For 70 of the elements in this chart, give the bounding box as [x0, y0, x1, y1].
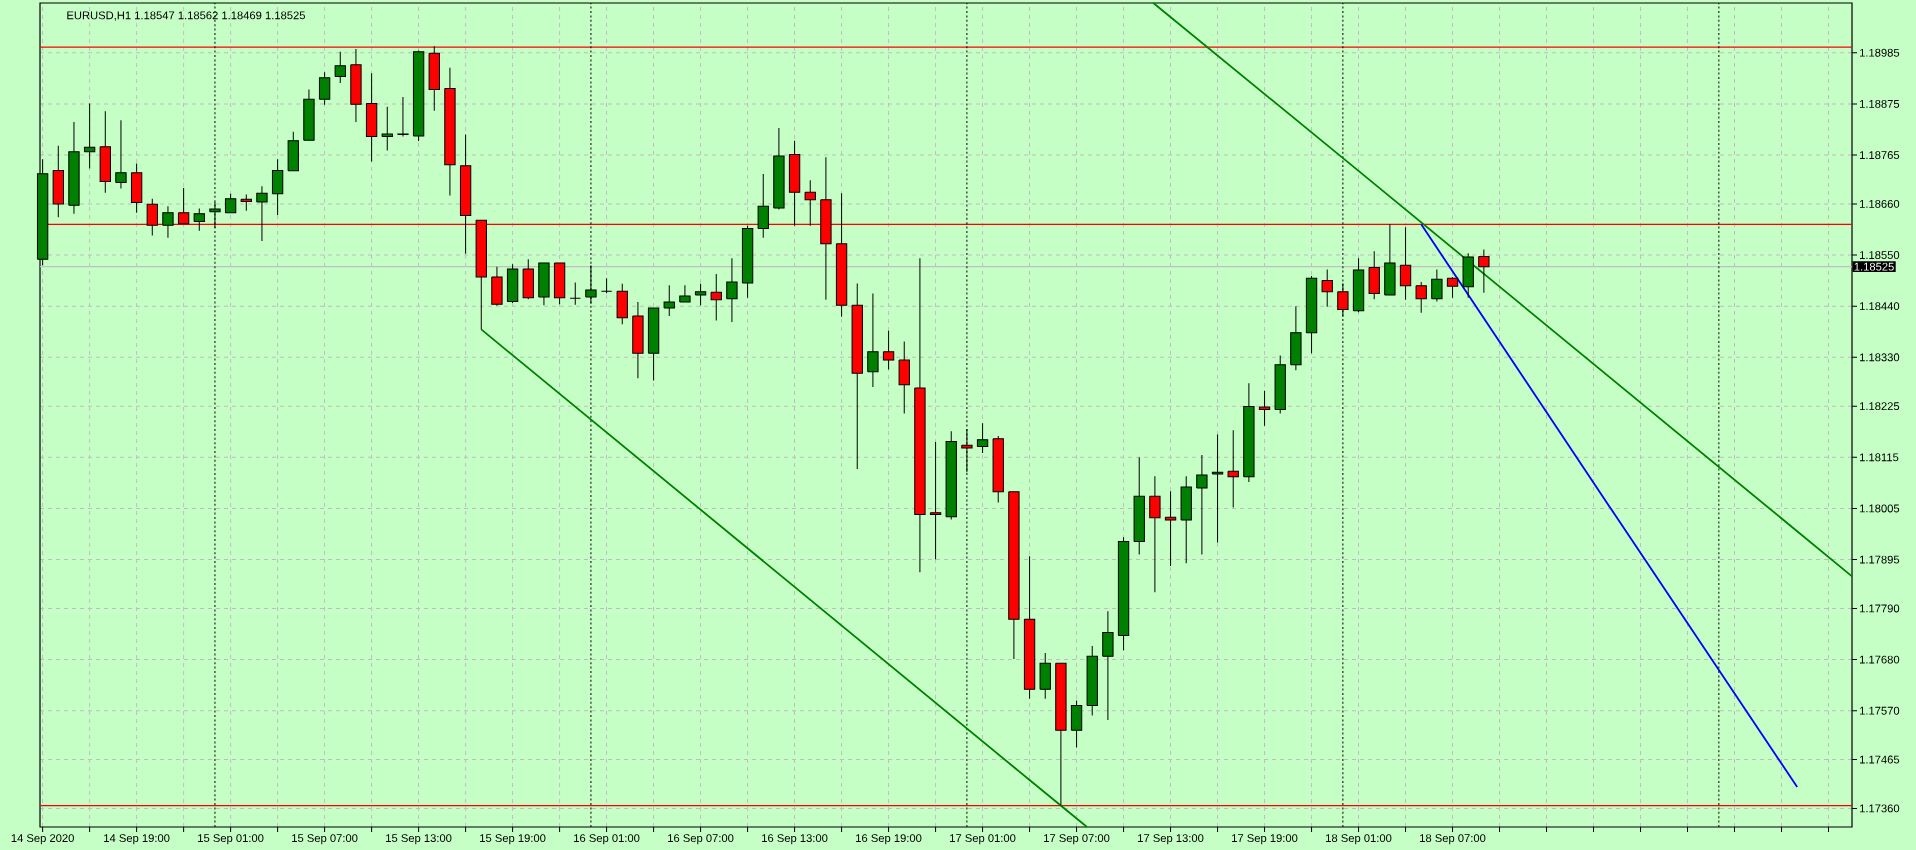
candlestick: [224, 193, 237, 214]
candlestick: [1211, 434, 1224, 543]
y-tick-label: 1.17790: [1859, 604, 1900, 613]
candlestick: [663, 284, 675, 317]
candlestick: [1478, 248, 1490, 294]
x-tick-label: 16 Sep 19:00: [856, 834, 922, 845]
y-tick-label: 1.18005: [1859, 504, 1900, 513]
candlestick: [83, 102, 96, 170]
candlestick: [1149, 475, 1161, 593]
y-tick-label: 1.18440: [1859, 302, 1900, 311]
text: EURUSD,H1 1.18547 1.18562 1.18469 1.18525: [67, 11, 306, 21]
y-tick-label: 1.17680: [1859, 655, 1900, 664]
x-tick-label: 14 Sep 19:00: [104, 834, 170, 845]
candlestick: [1399, 226, 1412, 301]
x-tick-label: 15 Sep 01:00: [198, 834, 264, 845]
y-tick-label: 1.18550: [1859, 251, 1900, 259]
candlestick: [1102, 610, 1114, 721]
candlestick: [334, 51, 346, 84]
candlestick: [256, 185, 268, 242]
x-tick-label: 17 Sep 19:00: [1232, 834, 1298, 845]
x-tick-label: 18 Sep 07:00: [1420, 834, 1486, 845]
candlestick: [1415, 281, 1427, 314]
x-tick-label: 15 Sep 19:00: [480, 834, 546, 845]
candlestick: [1227, 429, 1239, 509]
x-tick-label: 18 Sep 01:00: [1326, 834, 1392, 845]
y-tick-label: 1.18330: [1859, 353, 1900, 362]
candlestick: [397, 96, 409, 137]
x-tick-label: 17 Sep 07:00: [1044, 834, 1110, 845]
y-tick-label: 1.18115: [1859, 453, 1899, 462]
candlestick: [1196, 454, 1208, 555]
candlestick: [694, 283, 707, 306]
x-tick-label: 16 Sep 13:00: [762, 834, 828, 845]
candlestick: [726, 257, 738, 323]
x-tick-label: 16 Sep 01:00: [574, 834, 640, 845]
y-tick-label: 1.17360: [1859, 804, 1900, 813]
y-tick-label: 1.18985: [1859, 48, 1900, 57]
candlestick: [679, 284, 691, 303]
candlestick: [193, 208, 205, 232]
y-tick-label: 1.17465: [1859, 755, 1900, 764]
x-tick-label: 17 Sep 13:00: [1138, 834, 1204, 845]
y-tick-label: 1.18765: [1859, 151, 1900, 159]
candlestick: [162, 205, 174, 239]
candlestick: [757, 173, 769, 239]
candlestick: [882, 330, 895, 370]
candlestick: [115, 119, 127, 190]
candlestick: [318, 71, 331, 106]
candlestick: [271, 158, 284, 216]
candlestick: [600, 277, 613, 294]
y-tick-label: 1.17895: [1859, 555, 1900, 564]
candlestick: [976, 422, 989, 454]
x-tick-label: 16 Sep 07:00: [668, 834, 734, 845]
candlestick: [569, 281, 581, 306]
candlestick: [929, 441, 942, 560]
x-tick-label: 14 Sep 2020: [11, 834, 74, 845]
x-tick-label: 17 Sep 01:00: [950, 834, 1016, 845]
candlestick: [1164, 490, 1177, 567]
candlestick: [1258, 390, 1271, 427]
y-tick-label: 1.18875: [1859, 99, 1900, 108]
ref-line-label: 1.18525: [1854, 262, 1894, 271]
x-tick-label: 15 Sep 07:00: [292, 834, 358, 845]
candlestick: [710, 273, 722, 322]
candlestick: [867, 293, 879, 388]
x-tick-label: 15 Sep 13:00: [386, 834, 452, 845]
candlestick: [1321, 268, 1333, 308]
candlestick: [1446, 276, 1459, 299]
candlestick: [1431, 268, 1443, 303]
y-tick-label: 1.18660: [1859, 199, 1900, 208]
candlestick: [381, 106, 393, 151]
y-tick-label: 1.18225: [1859, 402, 1900, 411]
y-tick-label: 1.17570: [1859, 706, 1900, 715]
